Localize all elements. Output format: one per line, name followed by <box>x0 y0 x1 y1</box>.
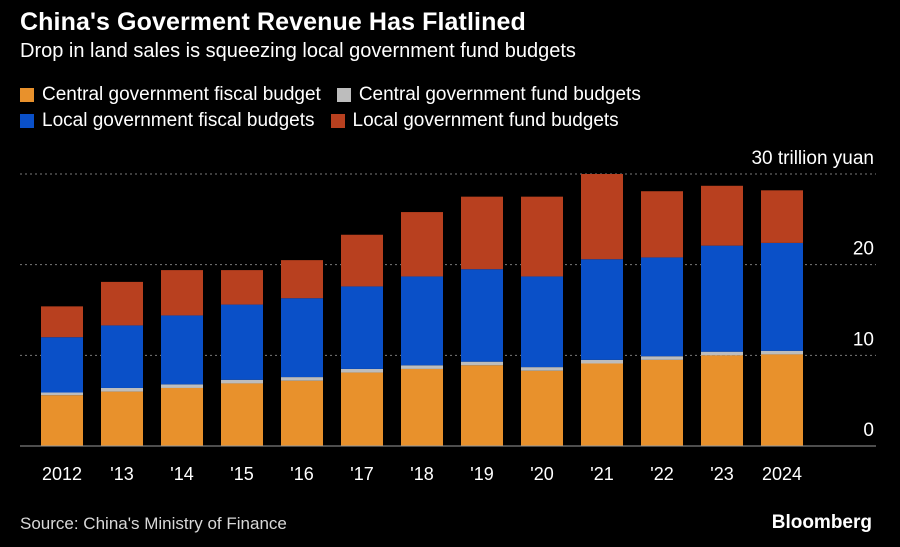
bar-central-government-fiscal-budget-23 <box>701 355 743 446</box>
x-tick-label-22: '22 <box>650 464 673 484</box>
legend-swatch-central-fiscal <box>20 88 34 102</box>
bar-central-government-fund-budgets-16 <box>281 377 323 381</box>
bar-central-government-fiscal-budget-20 <box>521 370 563 446</box>
bar-central-government-fund-budgets-14 <box>161 384 203 388</box>
x-tick-label-18: '18 <box>410 464 433 484</box>
bar-central-government-fiscal-budget-13 <box>101 391 143 446</box>
bar-local-government-fiscal-budgets-18 <box>401 276 443 366</box>
bar-central-government-fiscal-budget-22 <box>641 359 683 446</box>
bar-central-government-fiscal-budget-2024 <box>761 354 803 446</box>
legend-item-local-fund: Local government fund budgets <box>330 110 619 132</box>
bar-central-government-fund-budgets-21 <box>581 359 623 364</box>
x-tick-label-15: '15 <box>230 464 253 484</box>
legend-swatch-local-fiscal <box>20 114 34 128</box>
bar-central-government-fiscal-budget-16 <box>281 380 323 446</box>
bar-central-government-fund-budgets-18 <box>401 365 443 369</box>
bar-local-government-fund-budgets-17 <box>341 234 383 287</box>
source-note: Source: China's Ministry of Finance <box>20 514 287 533</box>
bar-local-government-fund-budgets-13 <box>101 281 143 326</box>
bar-central-government-fund-budgets-19 <box>461 361 503 366</box>
x-tick-label-2012: 2012 <box>42 464 82 484</box>
legend-item-central-fiscal: Central government fiscal budget <box>20 84 321 106</box>
bar-central-government-fund-budgets-23 <box>701 351 743 356</box>
chart-title: China's Goverment Revenue Has Flatlined <box>20 8 526 36</box>
bar-local-government-fiscal-budgets-16 <box>281 298 323 378</box>
chart-legend: Central government fiscal budget Central… <box>20 82 880 134</box>
bar-central-government-fiscal-budget-21 <box>581 363 623 446</box>
bar-central-government-fiscal-budget-18 <box>401 368 443 446</box>
bar-central-government-fund-budgets-15 <box>221 379 263 384</box>
chart-subtitle: Drop in land sales is squeezing local go… <box>20 40 576 62</box>
bar-central-government-fund-budgets-17 <box>341 368 383 373</box>
y-tick-label-20: 20 <box>853 239 874 260</box>
x-tick-label-20: '20 <box>530 464 553 484</box>
bar-local-government-fund-budgets-18 <box>401 212 443 277</box>
bar-central-government-fund-budgets-2012 <box>41 392 83 396</box>
bar-local-government-fund-budgets-15 <box>221 270 263 305</box>
legend-label-local-fund: Local government fund budgets <box>352 110 619 131</box>
x-tick-label-23: '23 <box>710 464 733 484</box>
bar-local-government-fund-budgets-2024 <box>761 190 803 243</box>
bar-local-government-fiscal-budgets-20 <box>521 276 563 368</box>
bar-local-government-fiscal-budgets-13 <box>101 325 143 388</box>
bar-central-government-fiscal-budget-19 <box>461 365 503 446</box>
y-tick-label-30: 30 trillion yuan <box>751 148 874 169</box>
bar-local-government-fiscal-budgets-2024 <box>761 242 803 351</box>
x-tick-label-13: '13 <box>110 464 133 484</box>
bar-local-government-fiscal-budgets-15 <box>221 304 263 380</box>
legend-swatch-local-fund <box>330 114 345 128</box>
x-tick-label-21: '21 <box>590 464 613 484</box>
legend-label-local-fiscal: Local government fiscal budgets <box>42 110 315 131</box>
x-tick-label-16: '16 <box>290 464 313 484</box>
bar-local-government-fund-budgets-16 <box>281 260 323 299</box>
bar-local-government-fiscal-budgets-2012 <box>41 337 83 393</box>
bar-local-government-fund-budgets-14 <box>161 270 203 316</box>
bar-central-government-fiscal-budget-2012 <box>41 395 83 446</box>
x-tick-label-17: '17 <box>350 464 373 484</box>
bar-local-government-fiscal-budgets-22 <box>641 257 683 357</box>
legend-label-central-fiscal: Central government fiscal budget <box>42 84 321 105</box>
bar-local-government-fiscal-budgets-23 <box>701 245 743 352</box>
legend-item-local-fiscal: Local government fiscal budgets <box>20 110 315 132</box>
bar-local-government-fund-budgets-20 <box>521 196 563 277</box>
bloomberg-logo: Bloomberg <box>771 512 872 533</box>
x-tick-label-19: '19 <box>470 464 493 484</box>
bar-local-government-fund-budgets-22 <box>641 191 683 258</box>
bar-central-government-fund-budgets-2024 <box>761 350 803 355</box>
y-tick-label-10: 10 <box>853 329 874 350</box>
bar-central-government-fiscal-budget-17 <box>341 372 383 446</box>
bar-local-government-fiscal-budgets-19 <box>461 269 503 362</box>
bar-central-government-fiscal-budget-14 <box>161 387 203 446</box>
bar-local-government-fiscal-budgets-14 <box>161 315 203 385</box>
bar-local-government-fund-budgets-21 <box>581 174 623 260</box>
legend-swatch-central-fund <box>336 88 351 102</box>
y-tick-label-0: 0 <box>863 420 874 441</box>
legend-item-central-fund: Central government fund budgets <box>336 84 641 106</box>
bar-local-government-fiscal-budgets-17 <box>341 286 383 369</box>
bar-central-government-fund-budgets-22 <box>641 356 683 360</box>
x-tick-label-2024: 2024 <box>762 464 802 484</box>
bar-central-government-fiscal-budget-15 <box>221 383 263 446</box>
legend-label-central-fund: Central government fund budgets <box>358 84 641 105</box>
bar-local-government-fiscal-budgets-21 <box>581 259 623 360</box>
x-tick-label-14: '14 <box>170 464 193 484</box>
bar-local-government-fund-budgets-2012 <box>41 306 83 338</box>
bar-central-government-fund-budgets-20 <box>521 367 563 371</box>
bar-local-government-fund-budgets-19 <box>461 196 503 270</box>
bar-local-government-fund-budgets-23 <box>701 185 743 246</box>
bar-central-government-fund-budgets-13 <box>101 387 143 392</box>
